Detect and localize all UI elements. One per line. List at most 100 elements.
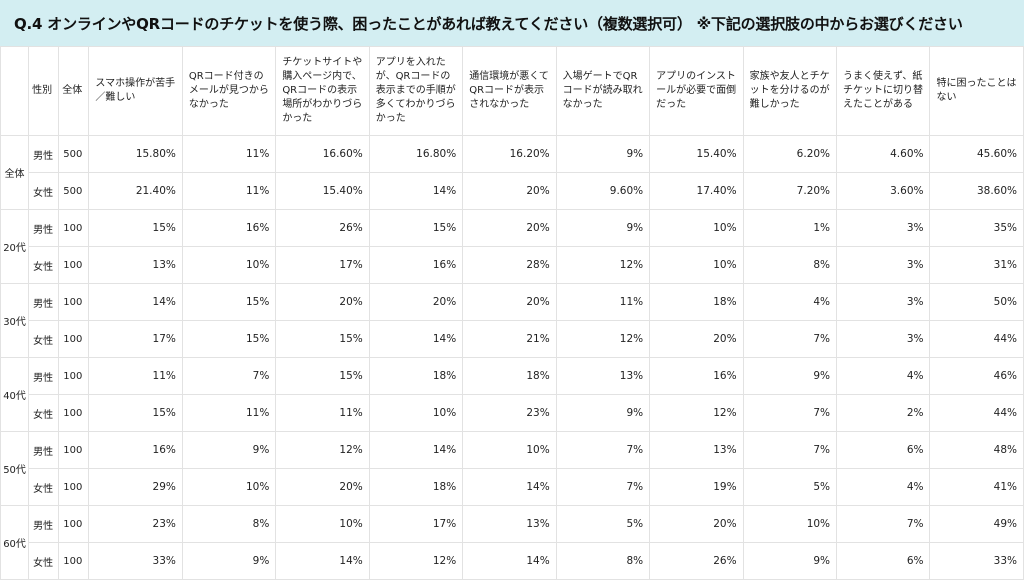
percent-cell: 17.40% bbox=[649, 172, 744, 210]
gender-cell: 女性 bbox=[28, 246, 60, 284]
percent-cell: 7% bbox=[836, 505, 931, 543]
percent-cell: 18% bbox=[368, 468, 464, 506]
percent-cell: 9.60% bbox=[555, 172, 651, 210]
percent-cell: 9% bbox=[555, 135, 651, 173]
percent-cell: 14% bbox=[88, 283, 183, 321]
percent-cell: 4% bbox=[836, 468, 931, 506]
percent-cell: 46% bbox=[929, 357, 1024, 395]
percent-cell: 17% bbox=[275, 246, 370, 284]
percent-cell: 21.40% bbox=[88, 172, 183, 210]
percent-cell: 10% bbox=[181, 468, 277, 506]
percent-cell: 9% bbox=[555, 394, 651, 432]
percent-cell: 3% bbox=[836, 283, 931, 321]
percent-cell: 19% bbox=[649, 468, 744, 506]
percent-cell: 9% bbox=[181, 542, 277, 580]
option-header: 通信環境が悪くてQRコードが表示されなかった bbox=[462, 46, 557, 136]
percent-cell: 38.60% bbox=[929, 172, 1024, 210]
gender-header: 性別 bbox=[28, 46, 60, 136]
percent-cell: 10% bbox=[462, 431, 557, 469]
percent-cell: 15% bbox=[275, 357, 370, 395]
percent-cell: 48% bbox=[929, 431, 1024, 469]
percent-cell: 28% bbox=[462, 246, 557, 284]
gender-cell: 男性 bbox=[28, 209, 60, 247]
percent-cell: 20% bbox=[462, 209, 557, 247]
sample-size-cell: 100 bbox=[58, 542, 90, 580]
percent-cell: 50% bbox=[929, 283, 1024, 321]
age-group-label: 50代 bbox=[0, 431, 30, 506]
percent-cell: 14% bbox=[368, 431, 464, 469]
percent-cell: 15% bbox=[181, 320, 277, 358]
percent-cell: 16% bbox=[181, 209, 277, 247]
percent-cell: 14% bbox=[368, 172, 464, 210]
page-title: Q.4 オンラインやQRコードのチケットを使う際、困ったことがあれば教えてくださ… bbox=[14, 14, 963, 33]
percent-cell: 5% bbox=[742, 468, 838, 506]
percent-cell: 3% bbox=[836, 246, 931, 284]
gender-cell: 男性 bbox=[28, 431, 60, 469]
percent-cell: 12% bbox=[368, 542, 464, 580]
sample-size-cell: 100 bbox=[58, 357, 90, 395]
percent-cell: 11% bbox=[181, 394, 277, 432]
gender-cell: 男性 bbox=[28, 357, 60, 395]
percent-cell: 11% bbox=[88, 357, 183, 395]
percent-cell: 13% bbox=[555, 357, 651, 395]
percent-cell: 12% bbox=[555, 320, 651, 358]
percent-cell: 15.40% bbox=[275, 172, 370, 210]
percent-cell: 20% bbox=[275, 468, 370, 506]
percent-cell: 15% bbox=[88, 394, 183, 432]
sample-size-cell: 500 bbox=[58, 172, 90, 210]
percent-cell: 23% bbox=[462, 394, 557, 432]
percent-cell: 7% bbox=[742, 431, 838, 469]
percent-cell: 7% bbox=[742, 320, 838, 358]
option-header: 家族や友人とチケットを分けるのが難しかった bbox=[742, 46, 838, 136]
age-group-label: 30代 bbox=[0, 283, 30, 358]
percent-cell: 16% bbox=[88, 431, 183, 469]
percent-cell: 33% bbox=[929, 542, 1024, 580]
survey-body: 全体 男性 500 15.80% 11% 16.60% 16.80% 16.20% 9% 15.4… bbox=[0, 135, 1024, 580]
percent-cell: 14% bbox=[275, 542, 370, 580]
gender-cell: 男性 bbox=[28, 505, 60, 543]
table-row: 40代 男性 100 11% 7% 15% 18% 18% 13% 16% 9% 4% 46% bbox=[0, 357, 1024, 432]
percent-cell: 9% bbox=[742, 542, 838, 580]
percent-cell: 16% bbox=[649, 357, 744, 395]
gender-cell: 女性 bbox=[28, 468, 60, 506]
percent-cell: 17% bbox=[368, 505, 464, 543]
gender-cell: 女性 bbox=[28, 172, 60, 210]
sample-size-cell: 100 bbox=[58, 468, 90, 506]
percent-cell: 6% bbox=[836, 431, 931, 469]
table-row: 60代 男性 100 23% 8% 10% 17% 13% 5% 20% 10% 7% 49% bbox=[0, 505, 1024, 580]
percent-cell: 10% bbox=[649, 246, 744, 284]
percent-cell: 11% bbox=[181, 135, 277, 173]
percent-cell: 13% bbox=[649, 431, 744, 469]
percent-cell: 17% bbox=[88, 320, 183, 358]
percent-cell: 9% bbox=[742, 357, 838, 395]
percent-cell: 18% bbox=[368, 357, 464, 395]
table-row: 全体 男性 500 15.80% 11% 16.60% 16.80% 16.20% 9% 15.4… bbox=[0, 135, 1024, 210]
percent-cell: 14% bbox=[462, 542, 557, 580]
percent-cell: 4% bbox=[742, 283, 838, 321]
percent-cell: 33% bbox=[88, 542, 183, 580]
percent-cell: 7% bbox=[742, 394, 838, 432]
percent-cell: 15.80% bbox=[88, 135, 183, 173]
percent-cell: 45.60% bbox=[929, 135, 1024, 173]
table-row: 20代 男性 100 15% 16% 26% 15% 20% 9% 10% 1% 3% 35% bbox=[0, 209, 1024, 284]
age-group-label: 60代 bbox=[0, 505, 30, 580]
sample-size-cell: 100 bbox=[58, 431, 90, 469]
percent-cell: 23% bbox=[88, 505, 183, 543]
table-row: 女性 100 29% 10% 20% 18% 14% 7% 19% 5% 4% 41% bbox=[1, 468, 1024, 506]
option-header: チケットサイトや購入ページ内で、QRコードの表示場所がわかりづらかった bbox=[275, 46, 370, 136]
table-row: 女性 100 13% 10% 17% 16% 28% 12% 10% 8% 3% 31% bbox=[1, 246, 1024, 284]
percent-cell: 7.20% bbox=[742, 172, 838, 210]
percent-cell: 6.20% bbox=[742, 135, 838, 173]
age-group-label: 20代 bbox=[0, 209, 30, 284]
percent-cell: 16% bbox=[368, 246, 464, 284]
percent-cell: 10% bbox=[275, 505, 370, 543]
percent-cell: 44% bbox=[929, 320, 1024, 358]
percent-cell: 41% bbox=[929, 468, 1024, 506]
percent-cell: 16.20% bbox=[462, 135, 557, 173]
option-header: アプリのインストールが必要で面倒だった bbox=[649, 46, 744, 136]
option-header: QRコード付きのメールが見つからなかった bbox=[181, 46, 277, 136]
sample-size-cell: 500 bbox=[58, 135, 90, 173]
option-header: スマホ操作が苦手／難しい bbox=[88, 46, 183, 136]
corner-header-cell bbox=[0, 46, 30, 136]
percent-cell: 8% bbox=[742, 246, 838, 284]
